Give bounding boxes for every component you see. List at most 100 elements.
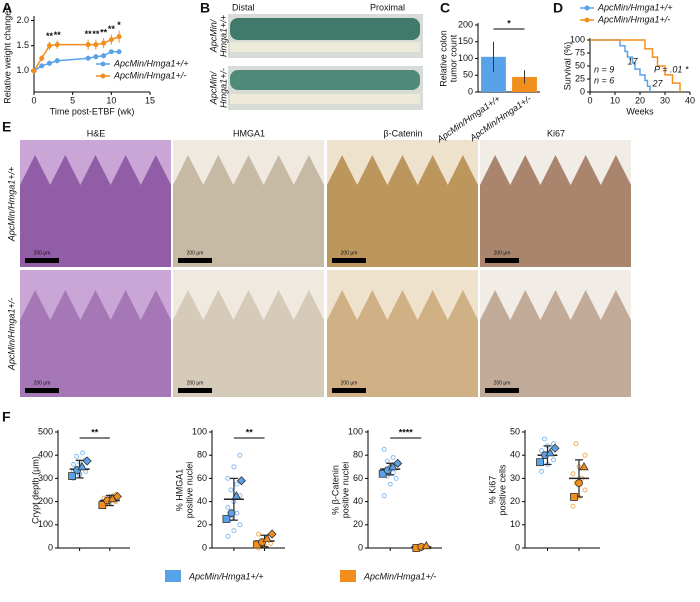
replicate-mean	[112, 491, 122, 502]
y-tick-label: 20	[197, 519, 207, 529]
scale-bar-label: 200 μm	[34, 250, 51, 256]
data-point	[46, 43, 52, 49]
y-tick-label: 300	[38, 473, 53, 483]
legend-label: ApcMin/Hmga1+/-	[597, 14, 670, 24]
data-point	[108, 37, 114, 43]
x-tick-label: 15	[145, 95, 155, 105]
significance: *	[507, 18, 511, 28]
tissue	[173, 155, 324, 267]
data-point	[582, 452, 588, 458]
legend-label: ApcMin/Hmga1+/-	[363, 571, 436, 581]
y-tick-label: 1.5	[16, 40, 29, 50]
data-point	[228, 487, 234, 493]
histology-image	[20, 270, 171, 397]
tissue	[327, 290, 478, 397]
ruler	[230, 42, 420, 52]
y-axis-label: Relative weight changes	[2, 6, 12, 104]
column-header: HMGA1	[233, 128, 265, 138]
row-label: ApcMin/	[208, 70, 218, 105]
data-point	[71, 461, 77, 467]
histology-grid: 200 μm 200 μm 200 μm 200 μm 200 μm 200 μm 200 …	[20, 140, 631, 397]
photo-label: Distal	[232, 2, 255, 12]
significance: **	[92, 29, 100, 39]
data-point	[101, 40, 107, 46]
panel-letter: A	[2, 0, 12, 16]
row-label: ApcMin/Hmga1+/-	[6, 298, 16, 371]
data-point	[234, 510, 240, 516]
panel-letter: B	[200, 0, 210, 16]
y-axis-label: % Ki67	[487, 476, 497, 505]
replicate-mean	[388, 461, 398, 471]
data-point	[116, 49, 122, 55]
replicate-mean	[236, 476, 246, 486]
replicate-mean	[107, 494, 118, 503]
scale-bar-label: 200 μm	[341, 250, 358, 256]
data-point	[387, 481, 393, 487]
y-tick-label: 400	[38, 450, 53, 460]
data-point	[234, 481, 240, 487]
y-tick-label: 60	[353, 473, 363, 483]
data-point	[256, 531, 262, 537]
data-point	[381, 493, 387, 499]
data-point	[390, 470, 396, 476]
y-tick-label: 2.0	[16, 15, 29, 25]
data-point	[539, 448, 544, 454]
scale-bar-label: 200 μm	[494, 250, 511, 256]
y-axis-label: positive nuclei	[184, 462, 194, 519]
scale-bar	[332, 258, 366, 263]
replicate-mean	[77, 461, 87, 471]
scale-bar	[25, 388, 59, 393]
significance: **	[91, 427, 99, 437]
row-label: ApcMin/Hmga1+/+	[6, 167, 16, 243]
y-tick-label: 100	[458, 53, 473, 63]
y-axis-label: positive nuclei	[340, 462, 350, 519]
scale-bar-label: 200 μm	[187, 380, 204, 386]
panel-letter: C	[440, 0, 450, 16]
data-point	[237, 522, 243, 528]
photo-label: Proximal	[370, 2, 405, 12]
tissue	[327, 155, 478, 267]
y-tick-label: 0	[468, 86, 473, 96]
replicate-mean	[550, 443, 560, 453]
data-point	[85, 55, 91, 61]
data-point	[116, 34, 122, 40]
tissue	[480, 290, 631, 397]
legend-label: ApcMin/Hmga1+/+	[188, 571, 264, 581]
row-label: ApcMin/	[208, 18, 218, 53]
tissue	[20, 155, 171, 267]
survival-curve	[590, 39, 681, 92]
data-point	[582, 487, 588, 493]
y-tick-label: 100	[38, 519, 53, 529]
significance: **	[46, 31, 54, 41]
data-point	[93, 54, 99, 60]
y-tick-label: 0	[515, 542, 520, 552]
x-tick-label: 0	[31, 95, 36, 105]
data-point	[225, 504, 231, 510]
x-tick-label: 40	[685, 95, 695, 105]
tissue	[173, 290, 324, 397]
replicate-mean	[98, 501, 107, 509]
column-header: H&E	[87, 128, 106, 138]
data-point	[225, 475, 231, 481]
replicate-mean	[575, 479, 583, 487]
scale-bar	[485, 388, 519, 393]
y-tick-label: 20	[353, 519, 363, 529]
tissue	[480, 155, 631, 267]
p-value: P = .01 *	[654, 64, 689, 74]
replicate-mean	[536, 458, 544, 467]
data-point	[54, 58, 60, 64]
significance: **	[85, 29, 93, 39]
y-tick-label: 40	[353, 496, 363, 506]
y-tick-label: 80	[197, 450, 207, 460]
x-tick-label: 5	[70, 95, 75, 105]
histology-image	[327, 270, 478, 397]
data-point	[570, 471, 576, 477]
y-tick-label: 0	[358, 542, 363, 552]
replicate-mean	[545, 448, 555, 457]
n-label: n = 9	[594, 64, 614, 74]
legend-marker	[100, 73, 106, 79]
scale-bar-label: 200 μm	[341, 380, 358, 386]
data-point	[85, 42, 91, 48]
y-tick-label: 200	[458, 19, 473, 29]
